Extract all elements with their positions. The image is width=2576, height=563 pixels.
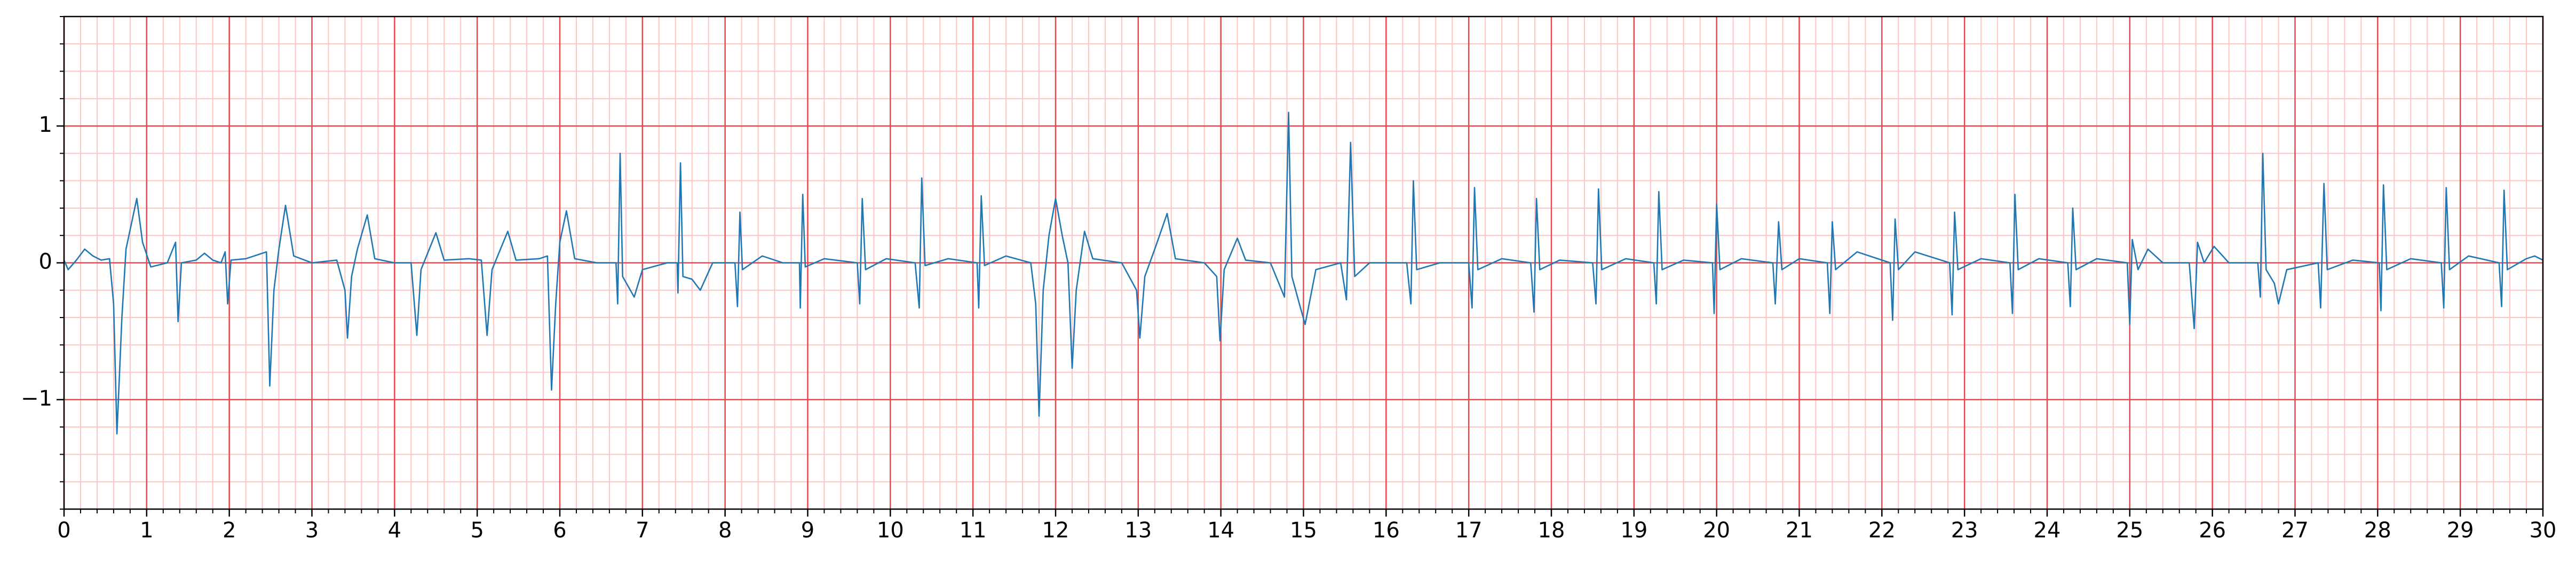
x-tick-label: 14 [1207, 518, 1234, 543]
x-tick-label: 1 [140, 518, 153, 543]
x-tick-label: 23 [1951, 518, 1978, 543]
x-tick-label: 4 [388, 518, 401, 543]
x-tick-label: 27 [2281, 518, 2309, 543]
x-tick-label: 6 [553, 518, 566, 543]
x-tick-label: 17 [1455, 518, 1483, 543]
x-tick-label: 26 [2199, 518, 2226, 543]
x-tick-label: 10 [877, 518, 904, 543]
x-tick-label: 22 [1868, 518, 1896, 543]
x-tick-label: 8 [718, 518, 732, 543]
y-tick-label: −1 [21, 386, 52, 411]
x-tick-label: 7 [636, 518, 649, 543]
y-tick-label: 1 [39, 113, 52, 137]
y-tick-label: 0 [39, 250, 52, 274]
x-tick-label: 20 [1703, 518, 1730, 543]
x-tick-label: 3 [305, 518, 319, 543]
x-tick-label: 30 [2530, 518, 2557, 543]
x-tick-label: 2 [223, 518, 236, 543]
x-tick-label: 13 [1124, 518, 1152, 543]
x-tick-label: 9 [801, 518, 814, 543]
x-tick-label: 11 [960, 518, 987, 543]
x-tick-label: 5 [470, 518, 484, 543]
x-tick-label: 0 [57, 518, 70, 543]
x-tick-label: 15 [1290, 518, 1317, 543]
x-tick-label: 25 [2116, 518, 2143, 543]
x-tick-label: 18 [1538, 518, 1565, 543]
x-tick-label: 29 [2447, 518, 2474, 543]
x-tick-label: 16 [1373, 518, 1400, 543]
plot-frame [63, 15, 2544, 510]
x-tick-label: 21 [1786, 518, 1813, 543]
ecg-trace [63, 112, 2543, 435]
x-tick-label: 28 [2364, 518, 2391, 543]
x-tick-label: 12 [1042, 518, 1069, 543]
x-tick-label: 19 [1620, 518, 1647, 543]
x-tick-label: 24 [2034, 518, 2061, 543]
